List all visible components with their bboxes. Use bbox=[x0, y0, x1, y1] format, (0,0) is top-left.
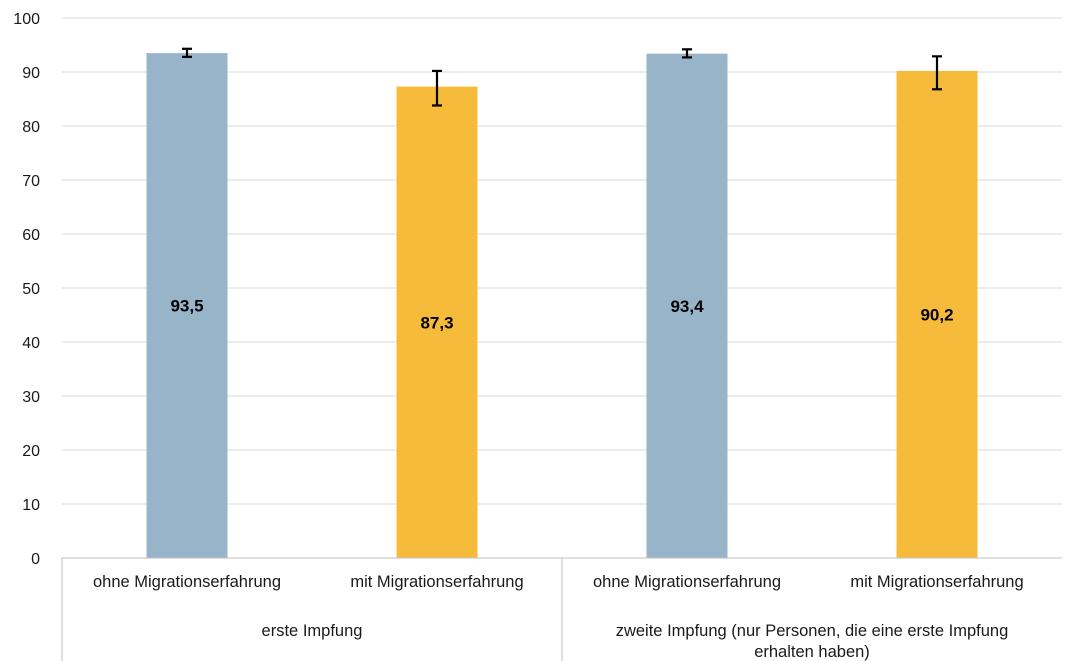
bar bbox=[146, 53, 228, 558]
y-tick-label: 90 bbox=[22, 65, 40, 82]
error-bars bbox=[182, 47, 942, 107]
x-category-label: mit Migrationserfahrung bbox=[850, 573, 1023, 591]
x-category-label: ohne Migrationserfahrung bbox=[593, 573, 781, 591]
y-tick-label: 30 bbox=[22, 389, 40, 406]
error-bar bbox=[432, 69, 442, 107]
y-tick-label: 10 bbox=[22, 497, 40, 514]
y-tick-label: 70 bbox=[22, 173, 40, 190]
y-tick-label: 80 bbox=[22, 119, 40, 136]
x-category-label: mit Migrationserfahrung bbox=[350, 573, 523, 591]
error-bar bbox=[182, 47, 192, 58]
data-labels: 93,5 87,3 93,4 90,2 bbox=[170, 297, 953, 333]
y-tick-label: 100 bbox=[13, 11, 40, 28]
y-tick-label: 60 bbox=[22, 227, 40, 244]
bars bbox=[146, 53, 978, 559]
data-label: 87,3 bbox=[420, 313, 453, 332]
bar bbox=[646, 53, 728, 558]
y-tick-label: 40 bbox=[22, 335, 40, 352]
bar bbox=[396, 86, 478, 558]
gridlines bbox=[62, 17, 1062, 505]
bar bbox=[896, 70, 978, 559]
y-tick-label: 50 bbox=[22, 281, 40, 298]
x-group-label: erste Impfung bbox=[262, 622, 363, 640]
y-tick-label: 0 bbox=[31, 551, 40, 568]
y-tick-label: 20 bbox=[22, 443, 40, 460]
x-axis: ohne Migrationserfahrung mit Migrationser… bbox=[61, 557, 1062, 661]
data-label: 90,2 bbox=[920, 305, 953, 324]
error-bar bbox=[682, 48, 692, 59]
y-axis-tick-labels: 0 10 20 30 40 50 60 70 80 90 100 bbox=[13, 11, 40, 568]
x-category-label: ohne Migrationserfahrung bbox=[93, 573, 281, 591]
error-bar bbox=[932, 55, 942, 91]
data-label: 93,5 bbox=[170, 297, 203, 316]
data-label: 93,4 bbox=[670, 297, 704, 316]
x-group-label: zweite Impfung (nur Personen, die eine e… bbox=[616, 622, 1009, 661]
